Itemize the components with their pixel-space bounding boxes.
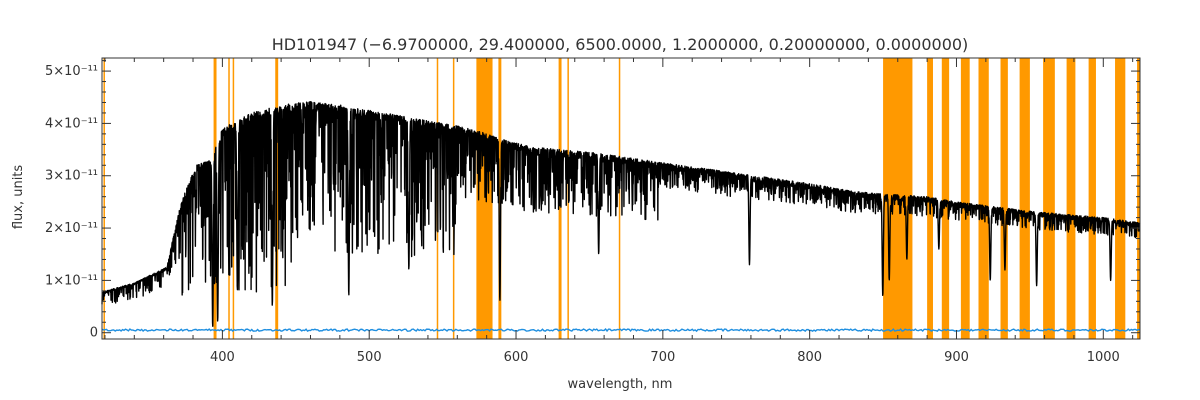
x-tick-label: 500 [357, 350, 382, 365]
y-tick-label: 5×10⁻¹¹ [45, 64, 98, 79]
masked-region [1137, 58, 1140, 339]
x-tick-label: 400 [210, 350, 235, 365]
y-axis-label: flux, units [11, 165, 26, 230]
masked-region [1066, 58, 1076, 339]
masked-region [1115, 58, 1126, 339]
y-tick-label: 0 [90, 326, 98, 341]
x-tick-label: 800 [797, 350, 822, 365]
y-tick-label: 4×10⁻¹¹ [45, 116, 98, 131]
masked-region [960, 58, 970, 339]
x-tick-label: 700 [650, 350, 675, 365]
masked-region [476, 58, 493, 339]
chart-title: HD101947 (−6.9700000, 29.400000, 6500.00… [272, 35, 969, 54]
plot-frame [101, 57, 1141, 340]
masked-region [1000, 58, 1008, 339]
y-tick-label: 2×10⁻¹¹ [45, 221, 98, 236]
masked-region [941, 58, 950, 339]
x-axis-label: wavelength, nm [568, 377, 673, 392]
axes: 400 500 600 700 800 900 1000 0 1×10⁻¹¹ 2×10⁻¹¹ 3×1… [45, 57, 1141, 365]
plot-data [101, 100, 1141, 333]
masked-region [1088, 58, 1096, 339]
masked-region [103, 58, 105, 339]
flux-spectrum-line [101, 100, 1141, 327]
masked-region [978, 58, 989, 339]
x-tick-label: 600 [504, 350, 529, 365]
masked-region [1043, 58, 1055, 339]
masked-region [498, 58, 502, 339]
y-tick-label: 3×10⁻¹¹ [45, 169, 98, 184]
x-tick-label: 1000 [1087, 350, 1120, 365]
masked-region [1019, 58, 1030, 339]
x-tick-label: 900 [944, 350, 969, 365]
error-spectrum-line [101, 328, 1141, 333]
y-tick-label: 1×10⁻¹¹ [45, 273, 98, 288]
masked-region [618, 58, 621, 339]
